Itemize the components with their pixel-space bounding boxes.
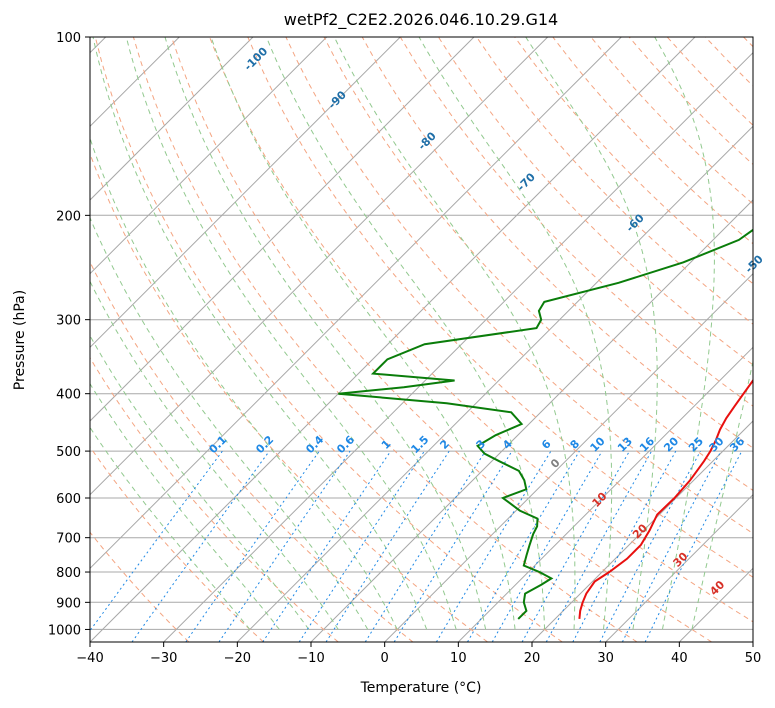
profile-series — [338, 228, 753, 620]
moist-adiabat-8 — [125, 37, 457, 630]
isotherm-14 — [163, 51, 753, 642]
plot-frame — [89, 36, 754, 643]
dry-adiabat-7 — [132, 37, 638, 642]
moist-adiabat-10 — [210, 37, 516, 630]
mixing-ratio-line-7 — [325, 450, 450, 642]
mixing-ratio-line-18 — [644, 450, 743, 642]
dry-adiabat-4 — [90, 260, 414, 642]
isotherm-15 — [236, 125, 753, 642]
dry-adiabat-14 — [399, 37, 753, 407]
mixing-ratio-line-1 — [90, 450, 223, 632]
y-tick-label-7: 700 — [56, 532, 81, 547]
mixing-ratio-line-17 — [621, 450, 722, 642]
moist-adiabat-15 — [654, 37, 715, 630]
mixing-ratio-line-8 — [364, 450, 486, 642]
isotherm-18 — [457, 346, 753, 642]
isotherm-13 — [90, 37, 696, 642]
dewpoint-line-1 — [338, 228, 753, 620]
x-tick-label-5: 0 — [381, 651, 389, 666]
y-tick-label-8: 800 — [56, 566, 81, 581]
y-tick-label-6: 600 — [56, 492, 81, 507]
y-tick-label-5: 500 — [56, 445, 81, 460]
isotherm-20 — [605, 493, 753, 642]
x-tick-label-8: 30 — [597, 651, 614, 666]
dry-adiabat-2 — [90, 446, 264, 642]
moist-adiabat-9 — [164, 37, 487, 630]
x-tick-label-3: −20 — [224, 651, 251, 666]
isotherm-17 — [384, 272, 753, 642]
isotherm-8 — [90, 37, 328, 275]
mixing-ratio-line-2 — [131, 450, 270, 642]
moist-adiabat-13 — [418, 37, 613, 630]
moist-adiabat-5 — [90, 216, 369, 630]
dry-adiabat-10 — [247, 37, 753, 578]
y-tick-label-1: 100 — [56, 31, 81, 46]
mixing-ratio-line-13 — [521, 450, 630, 642]
dry-adiabat-8 — [171, 37, 712, 642]
moist-adiabat-2 — [90, 382, 280, 630]
axes: −40 −30 −20 −10 0 10 20 30 40 50 100 200 300 400 500 60… — [48, 31, 761, 666]
y-axis-label: Pressure (hPa) — [12, 290, 28, 390]
x-tick-label-4: −10 — [297, 651, 324, 666]
x-tick-label-7: 20 — [524, 651, 541, 666]
chart-title: wetPf2_C2E2.2026.046.10.29.G14 — [284, 10, 558, 30]
dry-adiabat-6 — [94, 37, 563, 642]
isotherm-7 — [90, 37, 254, 201]
isotherm-22 — [752, 641, 753, 642]
y-tick-label-3: 300 — [56, 314, 81, 329]
background-lines — [90, 37, 753, 642]
moist-adiabat-16 — [691, 358, 753, 630]
isotherm-10 — [90, 37, 475, 422]
mixing-ratio-line-15 — [572, 450, 677, 642]
y-tick-label-9: 900 — [56, 596, 81, 611]
y-tick-label-2: 200 — [56, 209, 81, 224]
x-tick-label-10: 50 — [745, 651, 762, 666]
mixing-ratio-line-11 — [467, 450, 580, 642]
dry-adiabat-1 — [90, 531, 190, 642]
y-tick-label-10: 1000 — [48, 623, 81, 638]
isotherm-12 — [90, 37, 622, 570]
moist-adiabat-7 — [92, 37, 428, 630]
moist-adiabat-1 — [90, 426, 251, 630]
mixing-ratio-line-14 — [545, 450, 653, 642]
isotherm-9 — [90, 37, 401, 349]
dry-adiabat-9 — [209, 37, 753, 623]
mixing-ratio-line-12 — [491, 450, 603, 642]
mixing-ratio-line-9 — [393, 450, 513, 642]
y-tick-label-4: 400 — [56, 388, 81, 403]
mixing-ratio-line-10 — [435, 450, 552, 642]
dry-adiabat-13 — [361, 37, 753, 449]
isotherm-11 — [90, 37, 549, 496]
x-tick-label-9: 40 — [671, 651, 688, 666]
temperature-line-1 — [578, 378, 753, 619]
moist-adiabat-14 — [525, 37, 658, 630]
mixing-ratio-line-6 — [298, 450, 425, 642]
dry-adiabat-17 — [514, 37, 753, 285]
isotherm-19 — [531, 420, 753, 642]
x-tick-label-6: 10 — [450, 651, 467, 666]
mixing-ratio-line-3 — [185, 450, 320, 642]
x-tick-label-2: −30 — [150, 651, 177, 666]
x-tick-label-1: −40 — [76, 651, 103, 666]
x-axis-label: Temperature (°C) — [360, 680, 482, 696]
moist-adiabat-6 — [90, 136, 398, 630]
dry-adiabat-5 — [90, 152, 488, 642]
moist-adiabat-12 — [333, 37, 576, 630]
